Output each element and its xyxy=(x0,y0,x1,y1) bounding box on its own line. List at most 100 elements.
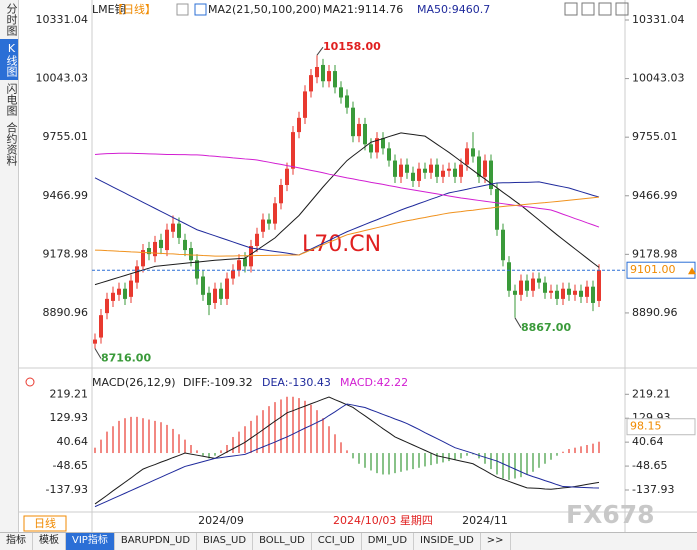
candle-body xyxy=(159,239,163,249)
bottom-tab[interactable]: BIAS_UD xyxy=(197,533,254,550)
annotation: 10158.00 xyxy=(323,40,381,53)
last-price-box xyxy=(626,261,696,279)
candle-body xyxy=(231,270,235,279)
y-tick-label: 219.21 xyxy=(632,387,671,400)
y-tick-label: -137.93 xyxy=(632,483,674,496)
x-tick-label: 2024/11 xyxy=(462,514,508,527)
candle-body xyxy=(327,71,331,82)
candle-body xyxy=(141,250,145,267)
y-tick-label: 129.93 xyxy=(50,411,89,424)
candle-body xyxy=(435,164,439,177)
macd-title: MACD(26,12,9) xyxy=(92,376,176,389)
candle-body xyxy=(423,168,427,173)
candle-body xyxy=(579,290,583,297)
indicator-name: MA2(21,50,100,200) xyxy=(208,3,321,16)
candle-body xyxy=(297,117,301,133)
settings-icon[interactable] xyxy=(25,377,35,387)
candle-body xyxy=(375,138,379,153)
y-tick-label: 10043.03 xyxy=(36,72,89,85)
sidebar-tab[interactable]: 分时图 xyxy=(5,3,18,36)
candle-body xyxy=(123,288,127,299)
tool-icon[interactable] xyxy=(598,2,612,16)
bottom-tab[interactable]: INSIDE_UD xyxy=(414,533,481,550)
candle-body xyxy=(549,290,553,293)
candle-body xyxy=(345,95,349,108)
icon[interactable] xyxy=(194,3,207,16)
candle-body xyxy=(507,262,511,291)
y-tick-label: 9466.99 xyxy=(632,189,678,202)
annotation: 8716.00 xyxy=(101,352,151,365)
chart: LME铜 【日线】 MA2(21,50,100,200) MACD(26,12,… xyxy=(18,0,697,532)
candle-body xyxy=(573,290,577,295)
annotation-pointer xyxy=(316,46,324,56)
y-tick-label: 10331.04 xyxy=(632,13,685,26)
bottom-tab[interactable]: BARUPDN_UD xyxy=(115,533,198,550)
candle-body xyxy=(393,160,397,177)
candle-body xyxy=(489,160,493,190)
sidebar: 分时图 K线图闪电图合约资料 xyxy=(0,0,19,532)
legend-entry: MA50:9460.7 xyxy=(417,3,490,16)
bottom-tab[interactable]: DMI_UD xyxy=(362,533,415,550)
candle-body xyxy=(111,292,115,301)
ma-line xyxy=(94,396,600,505)
bottom-tab[interactable]: CCI_UD xyxy=(312,533,362,550)
candle-body xyxy=(363,123,367,145)
bottom-tabs: 指标 模板 VIP指标 BARUPDN_UD BIAS_UD BOLL_UD CCI_UD D… xyxy=(0,532,697,550)
sidebar-tab[interactable]: 闪电图 xyxy=(5,83,18,116)
tool-icon[interactable] xyxy=(564,2,578,16)
period-button-label[interactable]: 日线 xyxy=(34,516,56,530)
ma-line xyxy=(94,196,600,257)
y-tick-label: -137.93 xyxy=(46,483,88,496)
sidebar-tab[interactable]: K线图 xyxy=(0,39,18,80)
bottom-tab[interactable]: 模板 xyxy=(33,533,66,550)
icon[interactable] xyxy=(176,3,189,16)
candle-body xyxy=(153,241,157,257)
candle-body xyxy=(261,219,265,232)
bottom-tab[interactable]: >> xyxy=(481,533,511,550)
candle-body xyxy=(387,148,391,161)
ma-line xyxy=(94,132,600,286)
y-tick-label: 9755.01 xyxy=(632,130,678,143)
tool-icon[interactable] xyxy=(615,2,629,16)
candle-body xyxy=(567,288,571,295)
candle-body xyxy=(405,164,409,173)
annotation-pointer xyxy=(94,348,102,359)
candle-body xyxy=(465,148,469,165)
candle-body xyxy=(411,172,415,181)
candle-body xyxy=(321,64,325,82)
candle-body xyxy=(477,156,481,177)
legend-entry: MACD:42.22 xyxy=(340,376,408,389)
tool-icon[interactable] xyxy=(581,2,595,16)
sidebar-tab[interactable]: 合约资料 xyxy=(5,122,18,166)
candle-body xyxy=(561,288,565,299)
candle-body xyxy=(147,248,151,255)
candle-body xyxy=(171,223,175,232)
candle-body xyxy=(225,278,229,299)
toolbar xyxy=(564,2,629,16)
bottom-tab[interactable]: VIP指标 xyxy=(66,533,115,550)
candle-body xyxy=(207,292,211,305)
period-button[interactable] xyxy=(23,515,67,532)
candle-body xyxy=(291,132,295,169)
watermark: L70.CN xyxy=(302,232,381,257)
candle-body xyxy=(339,87,343,98)
candle-body xyxy=(597,270,601,301)
bottom-tab[interactable]: BOLL_UD xyxy=(253,533,312,550)
candle-body xyxy=(381,138,385,149)
candle-body xyxy=(93,339,97,344)
bottom-tab[interactable]: 指标 xyxy=(0,533,33,550)
candle-body xyxy=(273,203,277,224)
candle-body xyxy=(369,144,373,153)
annotation: 8867.00 xyxy=(521,321,571,334)
legend-entry: DEA:-130.43 xyxy=(262,376,331,389)
last-price-label: 9101.00 xyxy=(630,263,676,276)
y-tick-label: 219.21 xyxy=(50,387,89,400)
candle-body xyxy=(513,290,517,295)
candle-body xyxy=(213,288,217,303)
candle-body xyxy=(237,260,241,271)
candle-body xyxy=(303,91,307,118)
candle-body xyxy=(333,71,337,88)
candle-body xyxy=(543,282,547,293)
candle-body xyxy=(195,260,199,279)
